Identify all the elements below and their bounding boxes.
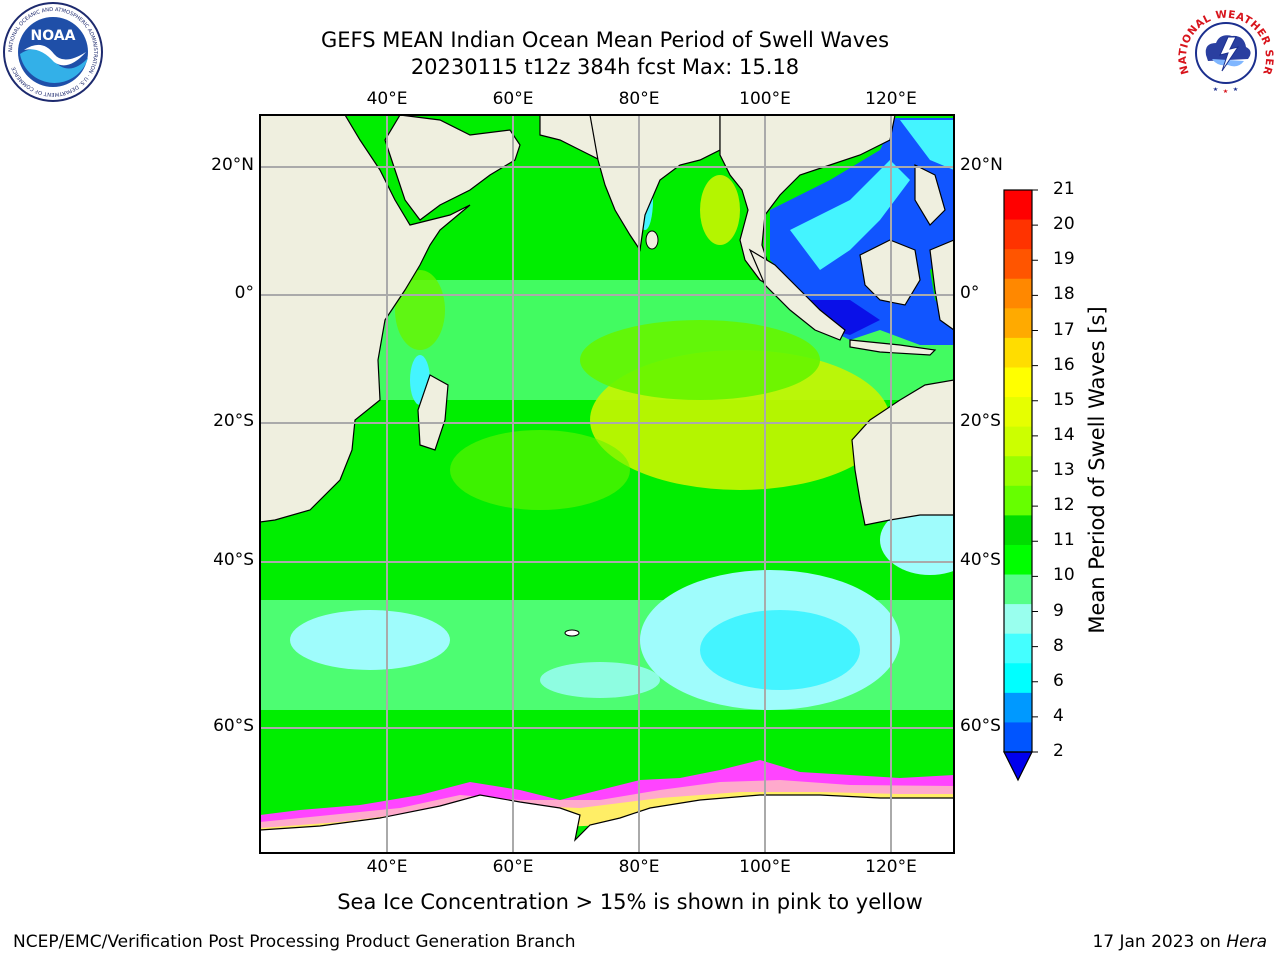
antarctica <box>260 794 954 853</box>
lon-label-bottom-120e: 120°E <box>865 857 917 877</box>
lat-label-left-40s: 40°S <box>213 550 254 570</box>
lon-label-top-80e: 80°E <box>618 89 660 109</box>
kerguelen-island <box>564 629 580 637</box>
java <box>849 339 937 356</box>
lat-label-left-60s: 60°S <box>213 716 254 736</box>
lat-label-right-20s: 20°S <box>960 411 1001 431</box>
lat-label-right-60s: 60°S <box>960 716 1001 736</box>
colorbar-tick-label: 19 <box>1053 249 1075 270</box>
colorbar-swatch <box>1004 544 1032 576</box>
lon-label-bottom-40e: 40°E <box>366 857 408 877</box>
colorbar-label: Mean Period of Swell Waves [s] <box>1085 306 1109 634</box>
map-frame <box>259 114 955 854</box>
footer-host: Hera <box>1226 932 1267 952</box>
sri-lanka <box>645 230 659 250</box>
lon-label-top-60e: 60°E <box>492 89 534 109</box>
lat-label-left-20n: 20°N <box>211 155 254 175</box>
colorbar-swatch <box>1004 663 1032 694</box>
colorbar-swatch <box>1004 722 1032 753</box>
lat-label-right-20n: 20°N <box>960 155 1003 175</box>
colorbar-swatch <box>1004 219 1032 250</box>
sea-ice-note: Sea Ice Concentration > 15% is shown in … <box>337 890 923 914</box>
colorbar-tick-label: 10 <box>1053 565 1075 586</box>
footer-date: 17 Jan 2023 on Hera <box>1092 932 1267 952</box>
lat-label-right-0: 0° <box>960 283 980 303</box>
colorbar-tick-label: 9 <box>1053 600 1064 621</box>
colorbar-tick-label: 14 <box>1053 424 1075 445</box>
noaa-logo: NATIONAL OCEANIC AND ATMOSPHERIC ADMINIS… <box>3 2 103 102</box>
colorbar-tick-label: 17 <box>1053 319 1075 340</box>
lon-label-top-40e: 40°E <box>366 89 408 109</box>
colorbar-swatch <box>1004 367 1032 398</box>
colorbar-swatch <box>1004 574 1032 605</box>
australia <box>851 379 954 526</box>
colorbar-tick-label: 16 <box>1053 354 1075 375</box>
colorbar-swatch <box>1004 337 1032 368</box>
colorbar-swatch <box>1004 308 1032 339</box>
noaa-logo-text: NOAA <box>31 28 76 44</box>
colorbar-tick-label: 12 <box>1053 495 1075 516</box>
colorbar-swatch <box>1004 278 1032 309</box>
colorbar-swatch <box>1004 604 1032 635</box>
colorbar-tick-label: 21 <box>1053 179 1075 199</box>
colorbar-swatch <box>1004 692 1032 723</box>
nws-logo: NATIONAL WEATHER SERVICE <box>1176 3 1275 99</box>
colorbar-tick-label: 13 <box>1053 460 1075 480</box>
lon-label-top-100e: 100°E <box>739 89 791 109</box>
colorbar-tick-label: 20 <box>1053 214 1075 235</box>
map-subtitle: 20230115 t12z 384h fcst Max: 15.18 <box>410 55 800 79</box>
footer-credit: NCEP/EMC/Verification Post Processing Pr… <box>13 932 576 952</box>
colorbar-swatch <box>1004 397 1032 428</box>
lat-label-left-0: 0° <box>234 283 254 303</box>
lon-label-bottom-60e: 60°E <box>492 857 534 877</box>
colorbar-tick-label: 11 <box>1053 530 1075 551</box>
colorbar-swatch <box>1004 515 1032 546</box>
colorbar-tick-label: 8 <box>1053 635 1064 656</box>
lon-label-top-120e: 120°E <box>865 89 917 109</box>
lon-label-bottom-80e: 80°E <box>618 857 660 877</box>
colorbar-tick-label: 15 <box>1053 389 1075 410</box>
lon-label-bottom-100e: 100°E <box>739 857 791 877</box>
colorbar-swatch <box>1004 426 1032 457</box>
colorbar-swatch <box>1004 249 1032 280</box>
colorbar-tick-label: 6 <box>1053 670 1064 691</box>
map-gridlines <box>260 115 954 853</box>
lat-label-left-20s: 20°S <box>213 411 254 431</box>
colorbar-swatch <box>1004 485 1032 516</box>
colorbar-swatch <box>1004 456 1032 487</box>
colorbar-tick-label: 18 <box>1053 284 1075 305</box>
lat-label-right-40s: 40°S <box>960 550 1001 570</box>
madagascar <box>417 374 449 451</box>
colorbar-swatch <box>1004 633 1032 664</box>
map-title: GEFS MEAN Indian Ocean Mean Period of Sw… <box>320 28 890 52</box>
colorbar-extend-arrow <box>1003 751 1033 782</box>
colorbar-tick-label: 2 <box>1053 741 1064 761</box>
colorbar-swatch <box>1004 190 1032 221</box>
footer-date-text: 17 Jan 2023 on <box>1092 932 1227 952</box>
colorbar-tick-label: 4 <box>1053 705 1064 726</box>
